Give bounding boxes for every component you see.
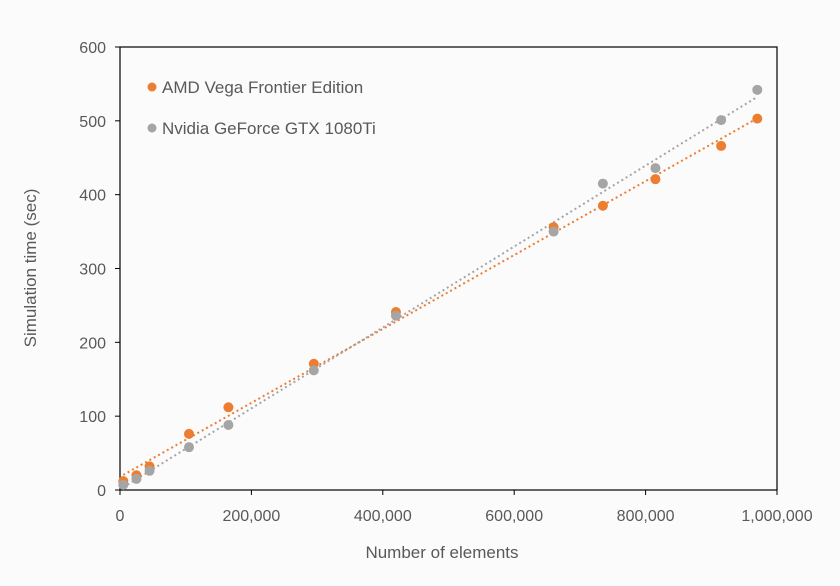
data-points bbox=[118, 84, 763, 490]
nvidia-data-point bbox=[144, 465, 155, 476]
x-axis-ticks: 0 200,000 400,000 600,000 800,000 1,000,000 bbox=[116, 490, 813, 525]
x-tick-label: 200,000 bbox=[222, 508, 280, 525]
nvidia-data-point bbox=[131, 473, 142, 484]
trendline bbox=[122, 96, 758, 489]
x-axis-title: Number of elements bbox=[365, 543, 518, 562]
nvidia-data-point bbox=[650, 163, 661, 174]
x-tick-label: 0 bbox=[116, 508, 125, 525]
x-tick-label: 600,000 bbox=[485, 508, 543, 525]
y-tick-label: 500 bbox=[79, 114, 106, 131]
nvidia-data-point bbox=[223, 420, 234, 431]
amd-data-point bbox=[597, 200, 608, 211]
amd-data-point bbox=[650, 174, 661, 185]
nvidia-data-point bbox=[716, 115, 727, 126]
y-axis-ticks: 0 100 200 300 400 500 600 bbox=[79, 40, 120, 500]
y-tick-label: 300 bbox=[79, 262, 106, 279]
legend-label-nvidia: Nvidia GeForce GTX 1080Ti bbox=[162, 119, 376, 138]
amd-data-point bbox=[752, 113, 763, 124]
nvidia-data-point bbox=[118, 479, 129, 490]
y-tick-label: 200 bbox=[79, 335, 106, 352]
nvidia-data-point bbox=[183, 442, 194, 453]
y-tick-label: 100 bbox=[79, 409, 106, 426]
y-tick-label: 0 bbox=[97, 483, 106, 500]
amd-data-point bbox=[223, 402, 234, 413]
x-tick-label: 1,000,000 bbox=[741, 508, 812, 525]
y-tick-label: 600 bbox=[79, 40, 106, 57]
nvidia-data-point bbox=[548, 226, 559, 237]
nvidia-data-point bbox=[597, 178, 608, 189]
legend-marker-nvidia bbox=[147, 123, 157, 133]
legend-label-amd: AMD Vega Frontier Edition bbox=[162, 78, 363, 97]
plot-area bbox=[119, 46, 778, 491]
y-tick-label: 400 bbox=[79, 188, 106, 205]
amd-data-point bbox=[716, 140, 727, 151]
amd-data-point bbox=[183, 428, 194, 439]
nvidia-data-point bbox=[390, 310, 401, 321]
legend: AMD Vega Frontier Edition Nvidia GeForce… bbox=[147, 78, 376, 138]
nvidia-data-point bbox=[308, 365, 319, 376]
x-tick-label: 400,000 bbox=[354, 508, 412, 525]
y-axis-title: Simulation time (sec) bbox=[21, 189, 40, 348]
nvidia-data-point bbox=[752, 84, 763, 95]
legend-marker-amd bbox=[147, 82, 157, 92]
x-tick-label: 800,000 bbox=[617, 508, 675, 525]
